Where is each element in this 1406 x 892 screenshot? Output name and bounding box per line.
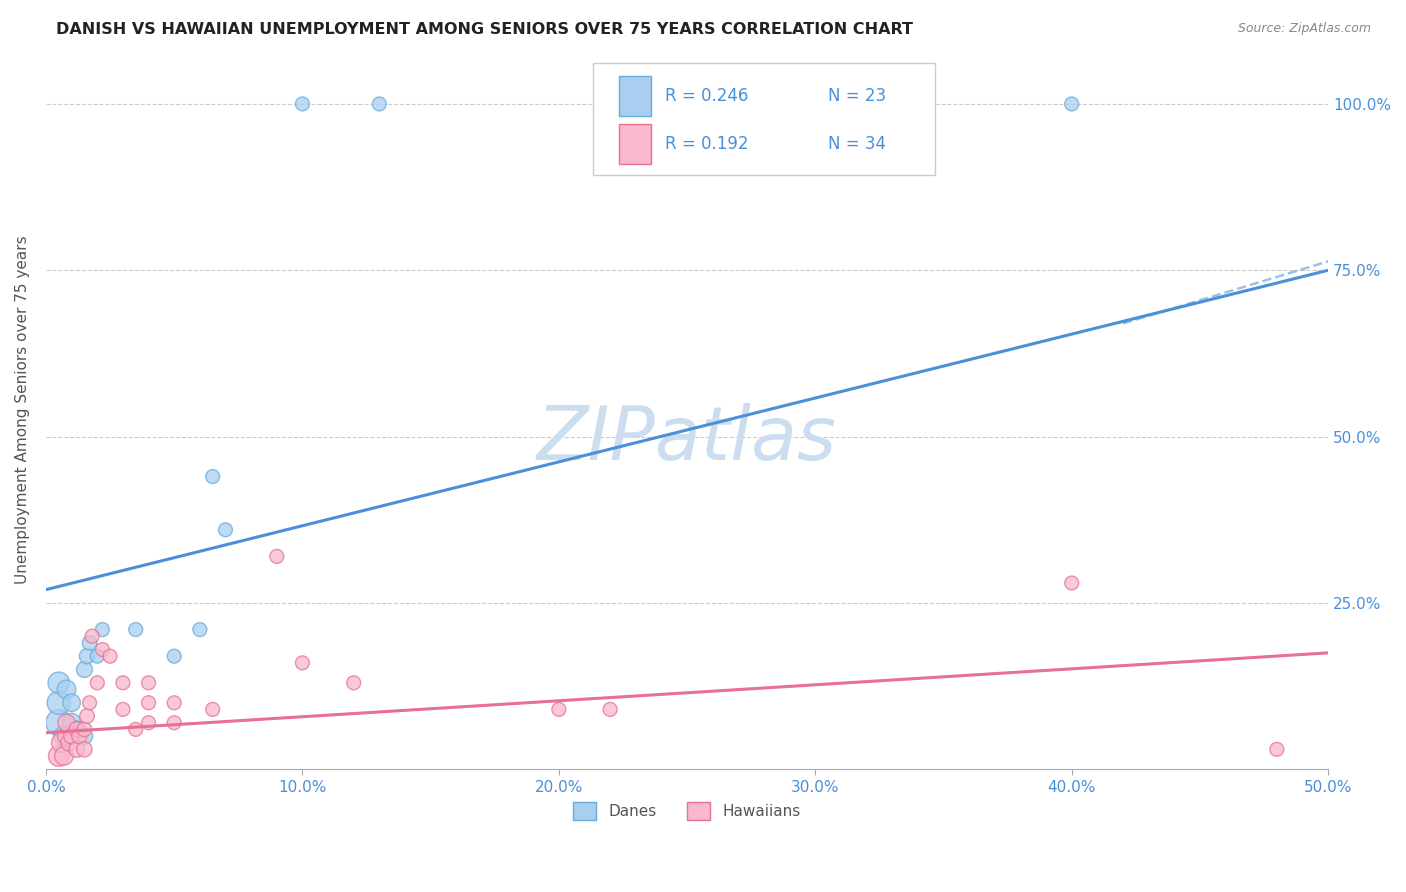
Text: DANISH VS HAWAIIAN UNEMPLOYMENT AMONG SENIORS OVER 75 YEARS CORRELATION CHART: DANISH VS HAWAIIAN UNEMPLOYMENT AMONG SE… — [56, 22, 914, 37]
Point — [79, 636, 101, 650]
Legend: Danes, Hawaiians: Danes, Hawaiians — [567, 796, 807, 826]
Point — [48, 715, 70, 730]
Point — [55, 729, 77, 743]
Point — [60, 696, 83, 710]
Point — [76, 649, 98, 664]
Point — [52, 729, 75, 743]
Point — [343, 675, 366, 690]
Point — [188, 623, 211, 637]
Point — [73, 723, 96, 737]
Point — [66, 723, 89, 737]
Y-axis label: Unemployment Among Seniors over 75 years: Unemployment Among Seniors over 75 years — [15, 235, 30, 584]
Text: R = 0.246: R = 0.246 — [665, 87, 748, 105]
Point — [52, 749, 75, 764]
Point — [111, 675, 134, 690]
Point — [201, 702, 224, 716]
Point — [48, 675, 70, 690]
Point — [73, 729, 96, 743]
Text: N = 34: N = 34 — [828, 135, 886, 153]
Point — [1265, 742, 1288, 756]
Point — [98, 649, 121, 664]
Point — [86, 649, 108, 664]
Point — [138, 696, 160, 710]
Point — [291, 656, 314, 670]
Text: N = 23: N = 23 — [828, 87, 886, 105]
Point — [66, 742, 89, 756]
Point — [60, 729, 83, 743]
Point — [201, 469, 224, 483]
Point — [163, 696, 186, 710]
Point — [48, 696, 70, 710]
Point — [73, 742, 96, 756]
Point — [163, 715, 186, 730]
Point — [125, 623, 148, 637]
Text: R = 0.192: R = 0.192 — [665, 135, 749, 153]
Point — [599, 96, 621, 111]
Point — [91, 642, 114, 657]
Point — [55, 715, 77, 730]
Point — [79, 696, 101, 710]
Point — [599, 702, 621, 716]
Point — [291, 96, 314, 111]
Point — [1060, 96, 1083, 111]
Point — [76, 709, 98, 723]
Point — [66, 723, 89, 737]
Point — [547, 702, 569, 716]
Point — [163, 649, 186, 664]
Point — [60, 715, 83, 730]
FancyBboxPatch shape — [619, 124, 651, 164]
Point — [266, 549, 288, 564]
Point — [91, 623, 114, 637]
Text: ZIPatlas: ZIPatlas — [537, 402, 837, 475]
Point — [51, 736, 73, 750]
Point — [125, 723, 148, 737]
Point — [138, 715, 160, 730]
Point — [368, 96, 391, 111]
Point — [86, 675, 108, 690]
Point — [214, 523, 236, 537]
Point — [48, 749, 70, 764]
Text: Source: ZipAtlas.com: Source: ZipAtlas.com — [1237, 22, 1371, 36]
Point — [82, 629, 104, 643]
FancyBboxPatch shape — [593, 63, 935, 175]
Point — [55, 682, 77, 697]
Point — [73, 663, 96, 677]
Point — [58, 736, 80, 750]
Point — [1060, 576, 1083, 591]
Point — [138, 675, 160, 690]
Point — [111, 702, 134, 716]
Point — [67, 729, 90, 743]
FancyBboxPatch shape — [619, 76, 651, 116]
